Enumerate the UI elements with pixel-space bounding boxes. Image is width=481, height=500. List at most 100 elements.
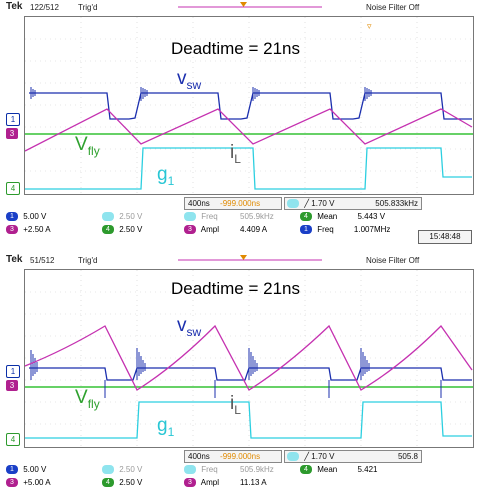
ch2-badge-icon: 2 bbox=[102, 212, 114, 222]
waveform-display[interactable]: Deadtime = 21ns vsw Vfly iL g1 bbox=[24, 269, 474, 448]
measurement-name: Ampl bbox=[200, 478, 220, 487]
acquisition-count: 51/512 bbox=[30, 256, 55, 265]
ch2-badge-icon: 2 bbox=[102, 465, 114, 475]
waveform-traces bbox=[25, 270, 473, 447]
ch3-scale-row[interactable]: 3 +2.50 A 4 2.50 V bbox=[6, 224, 176, 236]
measurement-value: 5.443 V bbox=[357, 212, 386, 221]
measurement-name: Freq bbox=[201, 212, 218, 221]
waveform-display[interactable]: Deadtime = 21ns vsw Vfly iL g1 ▿ bbox=[24, 16, 474, 195]
ch4-scale: 2.50 V bbox=[119, 478, 143, 487]
channel-scales: 1 5.00 V 2 2.50 V 3 +2.50 A 4 2.50 V bbox=[6, 211, 176, 237]
scope-panel-bottom: Tek 51/512 Trig'd Noise Filter Off bbox=[0, 253, 481, 500]
measurement-name: Freq bbox=[317, 225, 334, 234]
ch4-ground-marker[interactable]: 4 bbox=[6, 182, 20, 195]
ch2-badge-icon: 2 bbox=[287, 199, 299, 209]
measurement-name: Ampl bbox=[200, 225, 220, 234]
measurement-value: 505.9kHz bbox=[240, 212, 274, 221]
trigger-box[interactable]: 2 ╱ 1.70 V 505.833kHz bbox=[284, 197, 422, 210]
g1-trace bbox=[25, 147, 472, 190]
acquisition-count: 122/512 bbox=[30, 3, 59, 12]
ch4-scale: 2.50 V bbox=[119, 225, 143, 234]
brand-label: Tek bbox=[6, 1, 23, 12]
measurement-row[interactable]: 3 Ampl 11.13 A bbox=[184, 477, 414, 489]
ch3-badge-icon: 3 bbox=[6, 225, 18, 235]
ch4-badge-icon: 4 bbox=[300, 465, 312, 475]
measurement-value: 505.9kHz bbox=[240, 465, 274, 474]
measurement-name: Mean bbox=[317, 465, 338, 474]
ch3-scale: +5.00 A bbox=[23, 478, 51, 487]
noise-filter-status: Noise Filter Off bbox=[366, 256, 420, 265]
vsw-label: vsw bbox=[177, 315, 202, 339]
ch1-ground-marker[interactable]: 1 bbox=[6, 113, 20, 126]
brand-label: Tek bbox=[6, 254, 23, 265]
ch3-scale: +2.50 A bbox=[23, 225, 51, 234]
ch2-scale: 2.50 V bbox=[119, 212, 143, 221]
ch1-ground-marker[interactable]: 1 bbox=[6, 365, 20, 378]
measurement-value: 5.421 bbox=[357, 465, 378, 474]
record-bar bbox=[178, 255, 322, 261]
measurement-value: 11.13 A bbox=[240, 478, 267, 487]
ch3-badge-icon: 3 bbox=[184, 478, 196, 488]
measurement-panel: 2 Freq 505.9kHz 4 Mean 5.421 3 Ampl 11.1… bbox=[184, 464, 414, 490]
ch1-scale: 5.00 V bbox=[23, 212, 47, 221]
channel-scales: 1 5.00 V 2 2.50 V 3 +5.00 A 4 2.50 V bbox=[6, 464, 176, 490]
status-bar: Tek 51/512 Trig'd Noise Filter Off bbox=[0, 253, 481, 267]
ch1-badge-icon: 1 bbox=[300, 225, 312, 235]
horizontal-delay: -999.000ns bbox=[220, 452, 261, 461]
trigger-status: Trig'd bbox=[78, 256, 98, 265]
trigger-position-icon bbox=[240, 255, 247, 260]
deadtime-annotation: Deadtime = 21ns bbox=[171, 39, 300, 58]
il-label: iL bbox=[230, 393, 241, 417]
trigger-box[interactable]: 2 ╱ 1.70 V 505.8 bbox=[284, 450, 422, 463]
horizontal-delay: -999.000ns bbox=[220, 199, 261, 208]
vfly-label: Vfly bbox=[75, 387, 100, 411]
il-label: iL bbox=[230, 142, 241, 166]
measurement-panel: 2 Freq 505.9kHz 4 Mean 5.443 V 3 Ampl 4.… bbox=[184, 211, 414, 237]
vsw-ringing bbox=[30, 348, 442, 398]
ch1-scale-row[interactable]: 1 5.00 V 2 2.50 V bbox=[6, 211, 176, 223]
measurement-row[interactable]: 3 Ampl 4.409 A 1 Freq 1.007MHz bbox=[184, 224, 414, 236]
ch2-scale: 2.50 V bbox=[119, 465, 143, 474]
ch4-ground-marker[interactable]: 4 bbox=[6, 433, 20, 446]
timebase-box[interactable]: 400ns -999.000ns bbox=[184, 450, 282, 463]
status-bar: Tek 122/512 Trig'd Noise Filter Off bbox=[0, 0, 481, 14]
trigger-frequency: 505.8 bbox=[397, 452, 418, 461]
clock: 15:48:48 bbox=[418, 230, 472, 244]
record-bar bbox=[178, 2, 322, 8]
ch1-badge-icon: 1 bbox=[6, 212, 18, 222]
ch1-scale: 5.00 V bbox=[23, 465, 47, 474]
vsw-label: vsw bbox=[177, 68, 202, 92]
measurement-name: Mean bbox=[317, 212, 338, 221]
ch2-badge-icon: 2 bbox=[287, 452, 299, 462]
horizontal-scale: 400ns bbox=[188, 199, 210, 208]
measurement-row[interactable]: 2 Freq 505.9kHz 4 Mean 5.443 V bbox=[184, 211, 414, 223]
measurement-value: 4.409 A bbox=[240, 225, 268, 234]
il-trace bbox=[25, 108, 473, 152]
ch1-scale-row[interactable]: 1 5.00 V 2 2.50 V bbox=[6, 464, 176, 476]
ch4-badge-icon: 4 bbox=[102, 478, 114, 488]
ch4-badge-icon: 4 bbox=[300, 212, 312, 222]
scope-panel-top: Tek 122/512 Trig'd Noise Filter Off bbox=[0, 0, 481, 247]
ch3-ground-marker[interactable]: 3 bbox=[6, 380, 18, 391]
horizontal-scale: 400ns bbox=[188, 452, 210, 461]
vfly-label: Vfly bbox=[75, 134, 100, 158]
g1-trace bbox=[25, 401, 472, 439]
ch3-scale-row[interactable]: 3 +5.00 A 4 2.50 V bbox=[6, 477, 176, 489]
measurement-name: Freq bbox=[201, 465, 218, 474]
vsw-ringing bbox=[30, 87, 372, 101]
waveform-traces bbox=[25, 17, 473, 194]
g1-label: g1 bbox=[157, 164, 175, 188]
vsw-trace bbox=[29, 367, 472, 381]
trigger-level: ╱ 1.70 V bbox=[304, 199, 335, 208]
ch3-ground-marker[interactable]: 3 bbox=[6, 128, 18, 139]
timebase-box[interactable]: 400ns -999.000ns bbox=[184, 197, 282, 210]
g1-label: g1 bbox=[157, 415, 175, 439]
trigger-time-marker: ▿ bbox=[367, 21, 372, 31]
measurement-row[interactable]: 2 Freq 505.9kHz 4 Mean 5.421 bbox=[184, 464, 414, 476]
ch2-badge-icon: 2 bbox=[184, 465, 196, 475]
trigger-frequency: 505.833kHz bbox=[375, 199, 418, 208]
ch2-badge-icon: 2 bbox=[184, 212, 196, 222]
trigger-status: Trig'd bbox=[78, 3, 98, 12]
ch3-badge-icon: 3 bbox=[6, 478, 18, 488]
noise-filter-status: Noise Filter Off bbox=[366, 3, 420, 12]
